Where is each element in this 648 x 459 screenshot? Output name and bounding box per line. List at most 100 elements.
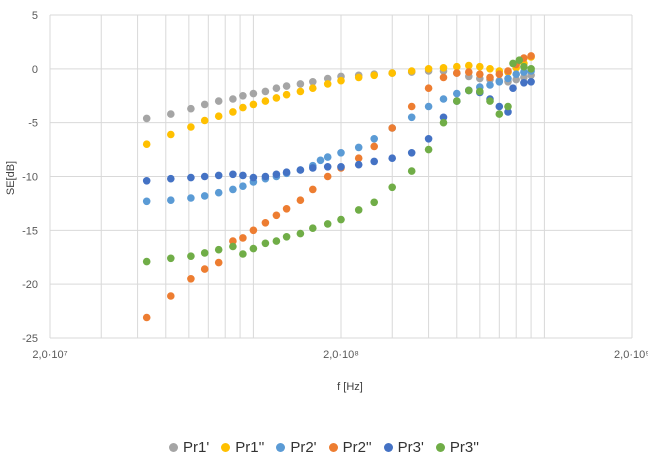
data-point — [512, 70, 520, 78]
y-tick-label: -15 — [22, 225, 38, 237]
data-point — [407, 67, 416, 75]
data-point — [261, 219, 270, 227]
data-point — [229, 242, 237, 251]
data-point — [187, 275, 195, 283]
legend-label: Pr1' — [183, 438, 210, 456]
legend-item: Pr2' — [276, 438, 317, 456]
data-point — [504, 74, 512, 83]
data-point — [200, 249, 209, 257]
data-point — [239, 103, 247, 112]
data-point — [142, 197, 151, 206]
data-point — [167, 110, 175, 118]
data-point — [142, 313, 151, 322]
data-point — [229, 170, 237, 179]
data-point — [282, 90, 291, 99]
y-axis-label: SE[dB] — [5, 161, 17, 195]
data-point — [504, 102, 512, 111]
data-point — [167, 292, 175, 300]
data-point — [309, 224, 317, 232]
data-point — [296, 87, 305, 96]
data-point — [249, 100, 258, 109]
data-point — [495, 110, 504, 118]
data-point — [167, 174, 175, 183]
data-point — [200, 116, 209, 125]
data-point — [520, 79, 528, 87]
data-point — [370, 142, 379, 151]
legend-marker — [169, 442, 179, 452]
data-point — [239, 171, 247, 180]
data-point — [465, 61, 473, 70]
data-point — [200, 172, 209, 181]
data-point — [439, 113, 448, 122]
data-point — [354, 154, 363, 162]
series-0 — [142, 67, 535, 123]
data-point — [142, 257, 151, 266]
x-tick-label: 2,0·10⁷ — [32, 349, 67, 361]
data-point — [495, 78, 504, 86]
data-point — [261, 97, 270, 105]
data-point — [229, 185, 237, 194]
data-point — [354, 73, 363, 82]
data-point — [388, 154, 397, 162]
data-point — [388, 183, 397, 192]
data-point — [337, 163, 345, 171]
data-point — [424, 145, 433, 154]
data-point — [512, 75, 520, 84]
data-point — [187, 104, 195, 113]
data-point — [239, 250, 247, 258]
data-point — [309, 84, 317, 92]
data-point — [439, 64, 448, 72]
data-point — [214, 112, 223, 120]
legend-marker — [328, 442, 338, 452]
data-point — [214, 97, 223, 105]
data-point — [187, 123, 195, 131]
data-point — [229, 237, 237, 245]
data-point — [187, 173, 195, 182]
data-point — [214, 258, 223, 267]
data-point — [354, 143, 363, 152]
data-point — [388, 69, 397, 77]
data-point — [282, 205, 291, 213]
data-point — [424, 84, 433, 92]
series-4 — [142, 78, 535, 185]
y-tick-label: 0 — [32, 64, 38, 76]
data-point — [249, 89, 258, 98]
data-point — [486, 73, 494, 82]
data-point — [407, 113, 416, 122]
x-axis-ticks: 2,0·10⁷ 2,0·10⁸ 2,0·10⁹ — [32, 349, 648, 361]
data-point — [261, 239, 270, 248]
data-point — [370, 71, 379, 80]
legend-label: Pr2' — [290, 438, 317, 456]
data-point — [453, 69, 461, 77]
data-point — [407, 149, 416, 157]
data-point — [476, 62, 484, 71]
legend-label: Pr2'' — [342, 438, 372, 456]
data-point — [407, 102, 416, 111]
data-point — [316, 156, 325, 165]
data-point — [476, 70, 484, 78]
data-point — [272, 211, 281, 220]
data-point — [167, 130, 175, 139]
data-point — [200, 192, 209, 200]
data-point — [142, 114, 151, 123]
data-point — [167, 254, 175, 263]
data-point — [214, 171, 223, 180]
y-tick-label: -25 — [22, 333, 38, 345]
data-point — [337, 76, 345, 85]
legend-label: Pr3'' — [449, 438, 479, 456]
x-tick-label: 2,0·10⁹ — [614, 349, 648, 361]
data-point — [486, 81, 494, 89]
data-point — [323, 172, 332, 181]
data-point — [282, 233, 291, 241]
data-point — [309, 78, 317, 86]
data-point — [453, 62, 461, 71]
data-point — [296, 229, 305, 238]
data-point — [486, 97, 494, 105]
legend-label: Pr1'' — [235, 438, 265, 456]
data-point — [239, 182, 247, 190]
data-point — [296, 80, 305, 88]
data-point — [296, 166, 305, 174]
data-point — [495, 102, 504, 111]
data-point — [229, 95, 237, 103]
data-point — [323, 74, 332, 83]
